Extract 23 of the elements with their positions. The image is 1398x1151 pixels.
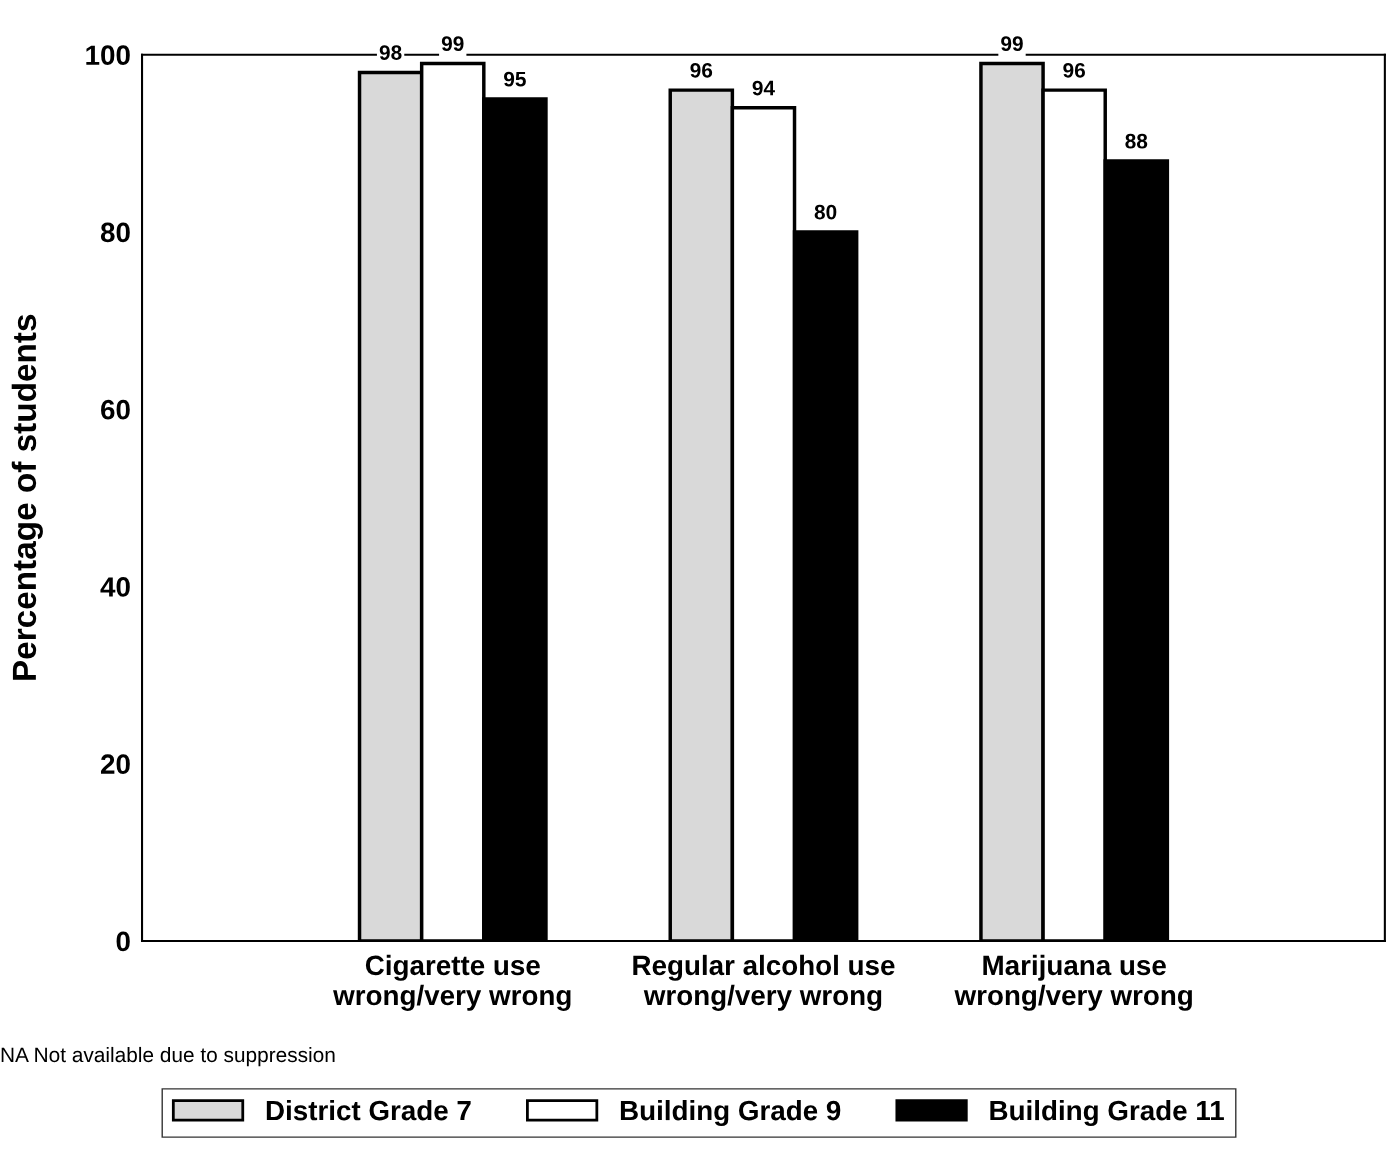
y-tick-label: 80: [100, 222, 130, 243]
legend-label: Building Grade 9: [620, 1099, 841, 1126]
data-label: 88: [1125, 133, 1148, 149]
data-label: 98: [379, 45, 402, 60]
legend-label: Building Grade 11: [990, 1099, 1224, 1126]
x-tick-label: Cigarette use wrong/very wrong: [333, 954, 571, 1011]
y-tick-label: 100: [86, 45, 130, 66]
data-label: 94: [752, 80, 775, 96]
data-label: 96: [690, 62, 713, 78]
data-label: 99: [441, 36, 464, 52]
x-tick-label: Marijuana use wrong/very wrong: [954, 954, 1192, 1011]
y-axis-title: Percentage of students: [11, 314, 43, 680]
y-tick-label: 60: [101, 399, 130, 420]
text: NA Not available due to suppression: [1, 1046, 335, 1067]
data-label: 99: [1001, 36, 1023, 52]
y-tick-label: 40: [100, 577, 130, 597]
x-tick-label: Regular alcohol use wrong/very wrong: [633, 954, 895, 1011]
data-label: 96: [1063, 62, 1085, 78]
data-label: 80: [814, 204, 837, 220]
y-tick-label: 20: [101, 754, 130, 775]
y-tick-label: 0: [116, 931, 130, 952]
legend-label: District Grade 7: [266, 1099, 471, 1121]
data-label: 95: [504, 71, 526, 87]
